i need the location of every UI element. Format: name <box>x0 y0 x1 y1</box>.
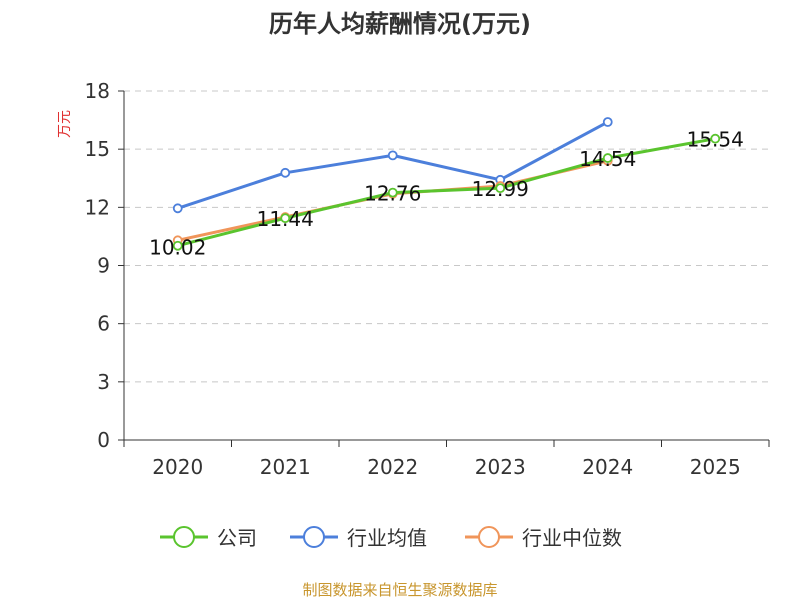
y-tick-label-15: 15 <box>85 137 110 161</box>
data-label-2022: 12.76 <box>364 182 421 206</box>
y-tick-label-3: 3 <box>97 370 110 394</box>
data-label-2025: 15.54 <box>687 128 744 152</box>
y-tick-label-12: 12 <box>85 195 110 219</box>
point-s0-2021[interactable] <box>280 213 291 224</box>
point-s1-2022[interactable] <box>387 150 398 161</box>
x-tick-label-2024: 2024 <box>582 455 633 479</box>
point-s1-2024[interactable] <box>602 117 613 127</box>
y-tick-label-18: 18 <box>85 79 110 103</box>
chart-title: 历年人均薪酬情况(万元) <box>269 10 531 38</box>
data-label-2021: 11.44 <box>257 207 314 231</box>
x-tick-labels: 2020 2021 2022 2023 2024 2025 <box>123 440 770 479</box>
x-tick-label-2020: 2020 <box>152 455 203 479</box>
legend-item-0[interactable]: 公司 <box>160 526 257 550</box>
series-line-0 <box>177 137 716 248</box>
y-tick-label-6: 6 <box>97 312 110 336</box>
point-s0-2020[interactable] <box>172 240 183 251</box>
source-note: 制图数据来自恒生聚源数据库 <box>302 581 497 599</box>
point-s1-2021[interactable] <box>280 167 291 178</box>
x-tick-label-2021: 2021 <box>260 455 311 479</box>
data-label-2024: 14.54 <box>579 147 636 171</box>
y-axis-unit: 万元 <box>57 110 73 138</box>
gridlines <box>124 90 769 383</box>
legend[interactable]: 公司 行业均值 行业中位数 <box>160 526 622 550</box>
point-s1-2020[interactable] <box>172 203 183 214</box>
x-tick-label-2022: 2022 <box>367 455 418 479</box>
x-tick-label-2023: 2023 <box>475 455 526 479</box>
legend-swatch-marker-1 <box>303 526 325 548</box>
data-label-2023: 12.99 <box>472 177 529 201</box>
y-tick-label-0: 0 <box>97 428 110 452</box>
data-labels: 10.02 11.44 12.76 12.99 14.54 15.54 <box>149 128 744 260</box>
legend-item-1[interactable]: 行业均值 <box>290 526 427 550</box>
legend-swatch-marker-2 <box>478 526 500 548</box>
y-tick-label-9: 9 <box>97 254 110 278</box>
point-s0-2023[interactable] <box>495 183 506 194</box>
legend-swatch-marker-0 <box>173 526 195 548</box>
x-tick-label-2025: 2025 <box>690 455 741 479</box>
point-s0-2024[interactable] <box>602 153 613 163</box>
legend-item-2[interactable]: 行业中位数 <box>465 526 622 550</box>
series-lines <box>172 117 721 251</box>
point-s0-2022[interactable] <box>387 187 398 198</box>
legend-label-1: 行业均值 <box>347 526 427 550</box>
point-s0-2025[interactable] <box>710 133 721 144</box>
legend-label-2: 行业中位数 <box>522 526 622 550</box>
data-label-2020: 10.02 <box>149 236 206 260</box>
legend-label-0: 公司 <box>217 526 257 550</box>
y-tick-labels: 0 3 6 9 12 15 18 <box>85 79 124 452</box>
